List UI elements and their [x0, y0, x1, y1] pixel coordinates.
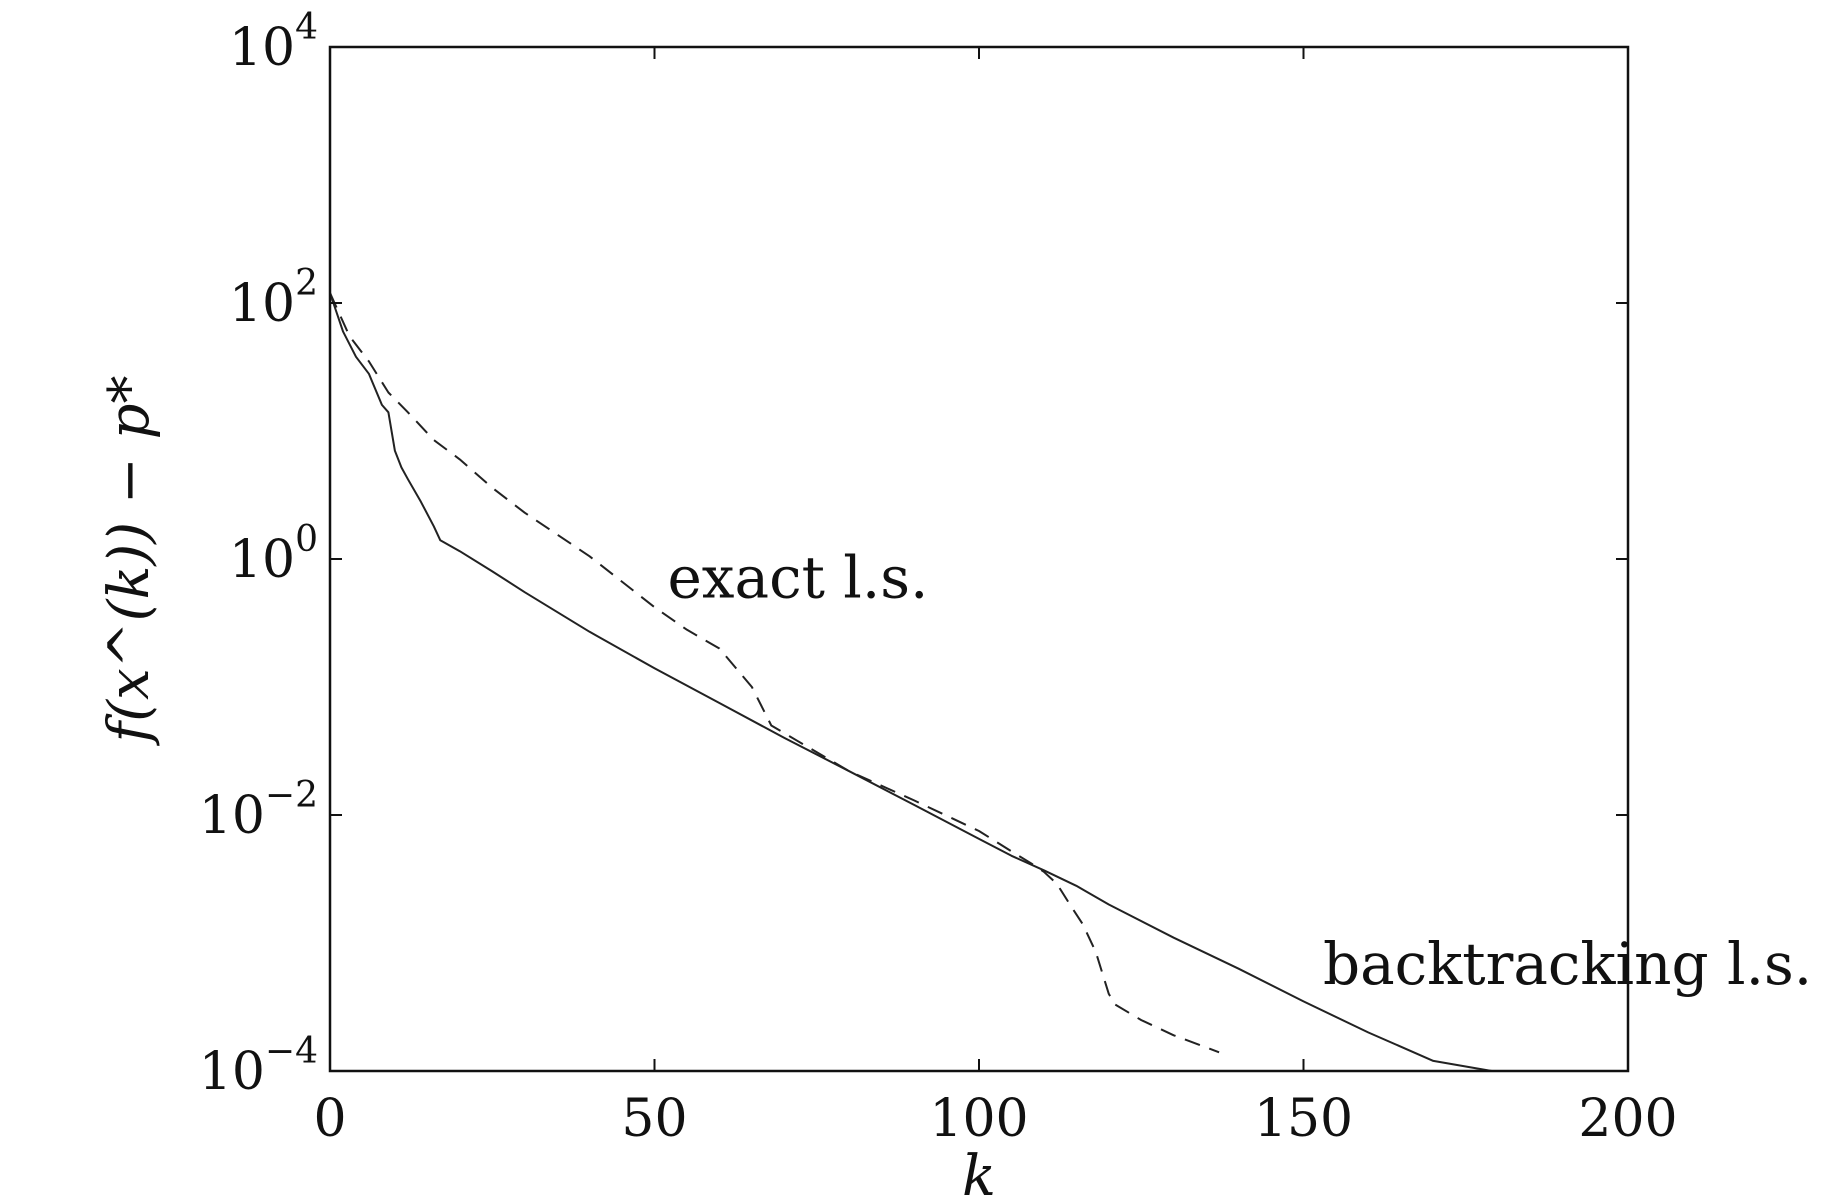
x-tick-label: 0: [313, 1089, 346, 1149]
y-tick-exponent: 2: [295, 263, 318, 304]
y-tick-label: 104: [229, 7, 318, 78]
y-tick-exponent: 4: [295, 7, 318, 48]
series-layer: [329, 292, 1492, 1072]
annotation-backtracking: backtracking l.s.: [1323, 930, 1812, 998]
series-line-backtracking: [329, 292, 1492, 1072]
x-axis-label: k: [962, 1144, 996, 1198]
y-tick-base: 10: [229, 274, 295, 334]
series-line-exact: [329, 292, 1220, 1054]
y-tick-base: 10: [199, 786, 265, 846]
y-tick-label: 102: [229, 263, 318, 334]
plot-frame: [328, 45, 1630, 1073]
x-tick-label: 50: [621, 1089, 687, 1149]
x-tick-label: 200: [1578, 1089, 1677, 1149]
annotations-layer: exact l.s. backtracking l.s.: [667, 544, 1812, 998]
x-tick-label: 150: [1254, 1089, 1353, 1149]
y-tick-exponent: −4: [265, 1031, 318, 1072]
y-tick-label: 100: [229, 519, 318, 590]
y-tick-base: 10: [199, 1042, 265, 1102]
x-tick-label: 100: [929, 1089, 1028, 1149]
y-tick-base: 10: [229, 18, 295, 78]
annotation-exact: exact l.s.: [667, 544, 928, 612]
y-tick-label: 10−2: [199, 775, 318, 846]
y-axis-label: f(x^(k)) − p*: [97, 376, 162, 747]
labels-layer: k f(x^(k)) − p*: [97, 376, 996, 1198]
y-tick-exponent: −2: [265, 775, 318, 816]
y-tick-label: 10−4: [199, 1031, 318, 1102]
y-tick-base: 10: [229, 530, 295, 590]
y-tick-exponent: 0: [295, 519, 318, 560]
